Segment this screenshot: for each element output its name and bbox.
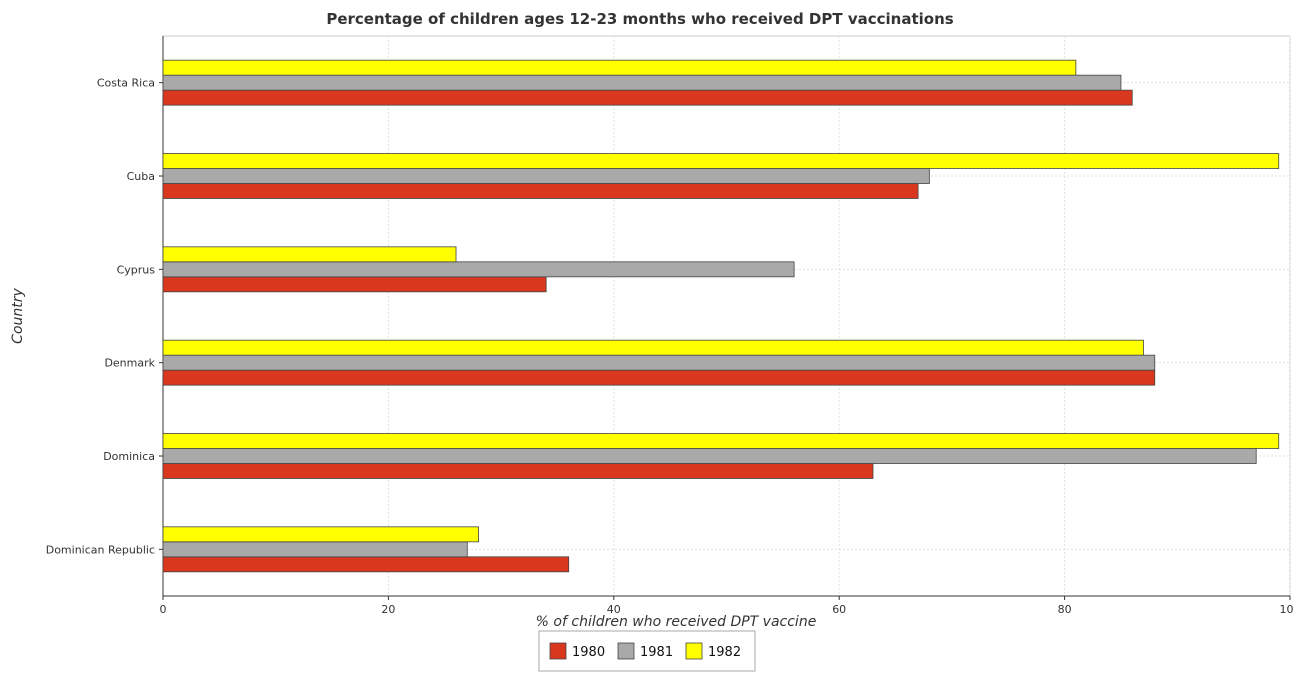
y-axis-label: Country — [10, 287, 26, 343]
y-tick-label: Costa Rica — [97, 77, 155, 90]
x-tick-label: 20 — [381, 603, 395, 616]
bar-dominican-republic-1980 — [162, 556, 570, 573]
x-tick-labels: 0 20 40 60 80 100 — [160, 596, 1293, 616]
plot-area — [162, 35, 1291, 597]
x-axis-label: % of children who received DPT vaccine — [536, 614, 817, 630]
x-tick-label: 60 — [832, 603, 846, 616]
x-tick-label: 80 — [1058, 603, 1072, 616]
bar-dominica-1980 — [162, 463, 874, 479]
x-tick-label: 100 — [1280, 603, 1293, 616]
legend-box — [538, 630, 756, 672]
bar-costa-rica-1981 — [162, 74, 1122, 91]
bar-cuba-1980 — [162, 183, 919, 199]
chart-title: Percentage of children ages 12-23 months… — [326, 10, 953, 28]
bar-dominica-1982 — [162, 433, 1280, 449]
legend-label-1980: 1980 — [572, 645, 605, 660]
legend-label-1981: 1981 — [640, 645, 673, 660]
bar-cyprus-1982 — [162, 246, 457, 263]
x-tick-label: 0 — [160, 603, 167, 616]
legend-swatch-1981 — [617, 642, 635, 660]
legend-label-1982: 1982 — [708, 645, 741, 660]
bar-cuba-1981 — [162, 168, 930, 184]
y-tick-label: Dominica — [103, 450, 155, 463]
y-tick-labels: Costa Rica Cuba Cyprus Denmark Dominica Domin… — [46, 77, 163, 556]
bar-costa-rica-1982 — [162, 59, 1077, 76]
bar-denmark-1980 — [162, 369, 1156, 386]
legend-swatch-1982 — [685, 642, 703, 660]
y-tick-label: Dominican Republic — [46, 543, 155, 556]
bar-cyprus-1980 — [162, 276, 547, 293]
bar-cuba-1982 — [162, 153, 1280, 169]
grid-lines — [162, 36, 1291, 597]
bar-dominican-republic-1981 — [162, 541, 468, 558]
bar-dominican-republic-1982 — [162, 526, 479, 543]
bar-denmark-1982 — [162, 339, 1144, 356]
bar-denmark-1981 — [162, 354, 1156, 371]
bar-cyprus-1981 — [162, 261, 795, 278]
y-tick-label: Denmark — [104, 357, 155, 370]
legend-swatch-1980 — [549, 642, 567, 660]
y-tick-label: Cyprus — [117, 263, 156, 276]
bar-dominica-1981 — [162, 448, 1257, 464]
bar-costa-rica-1980 — [162, 89, 1133, 106]
x-tick-label: 40 — [607, 603, 621, 616]
y-tick-label: Cuba — [127, 170, 155, 183]
legend: 1980 1981 1982 — [538, 630, 756, 672]
